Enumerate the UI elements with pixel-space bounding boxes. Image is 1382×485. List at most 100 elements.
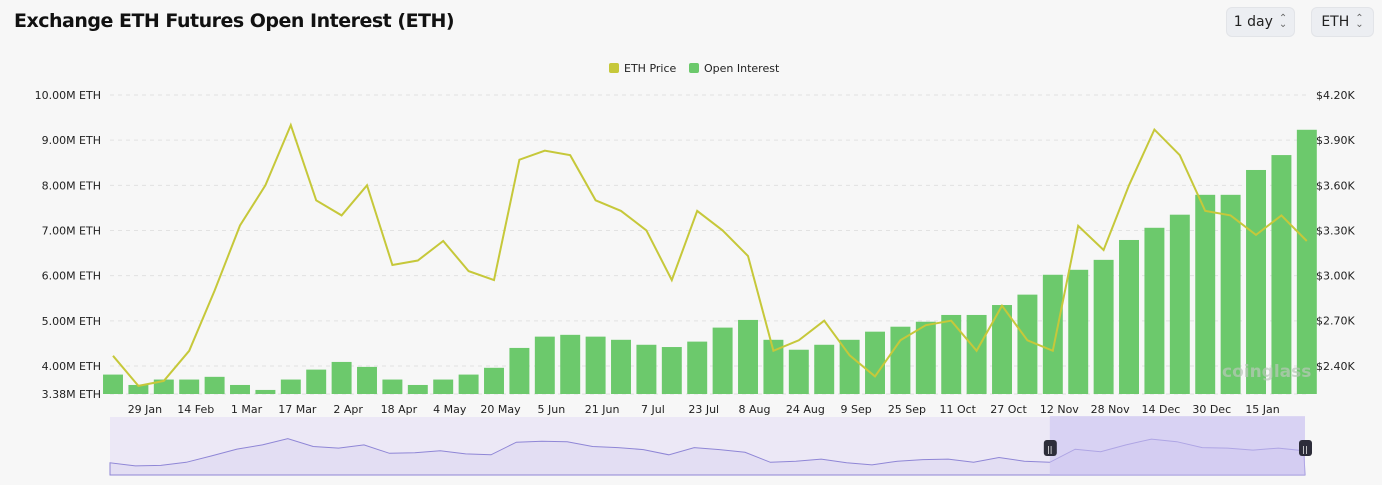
y-left-tick: 8.00M ETH (42, 179, 101, 192)
price-line (112, 122, 1308, 387)
oi-bar (636, 344, 657, 394)
page-title: Exchange ETH Futures Open Interest (ETH) (14, 10, 455, 32)
oi-bar (331, 361, 352, 394)
x-tick: 4 May (433, 403, 467, 416)
oi-bar (534, 336, 555, 394)
oi-bar (1169, 214, 1190, 394)
oi-bar (458, 374, 479, 394)
y-right-tick: $3.00K (1316, 270, 1355, 283)
oi-bar (1093, 259, 1114, 394)
navigator-handle-right[interactable] (1299, 440, 1312, 456)
x-tick: 1 Mar (231, 403, 263, 416)
oi-bar (153, 379, 174, 394)
oi-bar (204, 376, 225, 394)
oi-bar (509, 347, 530, 394)
oi-bar (433, 379, 454, 394)
oi-bar (230, 384, 250, 394)
legend-swatch-price (609, 63, 619, 73)
x-tick: 9 Sep (841, 403, 872, 416)
x-tick: 21 Jun (585, 403, 620, 416)
y-left-tick: 4.00M ETH (42, 360, 101, 373)
legend-price[interactable]: ETH Price (624, 62, 677, 75)
oi-bar (1220, 194, 1241, 394)
coin-select[interactable]: ETH ⌃ ⌄ (1311, 7, 1374, 37)
interval-value: 1 day (1233, 14, 1273, 30)
x-tick: 14 Dec (1142, 403, 1181, 416)
oi-bar (1195, 194, 1216, 394)
oi-bar (1296, 129, 1317, 394)
x-tick: 14 Feb (177, 403, 214, 416)
handle-grip-icon: || (1047, 445, 1052, 454)
oi-bar (255, 389, 276, 394)
y-left-tick: 10.00M ETH (35, 89, 101, 102)
oi-bar (738, 319, 758, 394)
oi-bar (661, 347, 682, 394)
chevron-updown-icon: ⌃ ⌄ (1278, 13, 1288, 30)
y-left-tick: 7.00M ETH (42, 224, 101, 237)
oi-bar (1068, 269, 1089, 394)
x-tick: 8 Aug (739, 403, 771, 416)
legend[interactable]: ETH Price Open Interest (609, 62, 780, 75)
y-left-tick: 6.00M ETH (42, 270, 101, 283)
oi-bar (357, 366, 377, 394)
x-tick: 17 Mar (278, 403, 317, 416)
x-tick: 23 Jul (688, 403, 719, 416)
y-right-tick: $3.90K (1316, 134, 1355, 147)
oi-bar (1246, 169, 1266, 394)
oi-bar (560, 334, 581, 394)
oi-bar (1271, 155, 1292, 394)
y-right-tick: $2.40K (1316, 360, 1355, 373)
watermark: coinglass (1222, 362, 1311, 382)
chevron-updown-icon: ⌃ ⌄ (1355, 13, 1364, 30)
oi-bar (103, 374, 123, 394)
oi-bar (992, 305, 1012, 394)
oi-bar (915, 321, 936, 394)
x-tick: 18 Apr (381, 403, 418, 416)
x-tick: 27 Oct (990, 403, 1027, 416)
oi-bar (128, 384, 149, 394)
y-left-tick: 9.00M ETH (42, 134, 101, 147)
legend-swatch-oi (689, 63, 699, 73)
navigator-selection[interactable] (1049, 416, 1305, 475)
y-right-tick: $2.70K (1316, 315, 1355, 328)
oi-bar (814, 344, 835, 394)
oi-bar (407, 384, 428, 394)
x-tick: 12 Nov (1040, 403, 1079, 416)
x-tick: 28 Nov (1091, 403, 1130, 416)
oi-bar (280, 379, 301, 394)
interval-select[interactable]: 1 day ⌃ ⌄ (1226, 7, 1295, 37)
oi-bar (306, 369, 327, 394)
x-tick: 24 Aug (786, 403, 825, 416)
oi-bar (1144, 227, 1165, 394)
coin-value: ETH (1321, 14, 1350, 30)
oi-bar (966, 314, 987, 394)
y-right-tick: $3.30K (1316, 224, 1355, 237)
oi-bar (179, 379, 200, 394)
legend-oi[interactable]: Open Interest (704, 62, 780, 75)
oi-bar (1017, 294, 1038, 394)
x-tick: 15 Jan (1245, 403, 1279, 416)
oi-bar (890, 326, 911, 394)
oi-bar (1119, 239, 1139, 394)
x-tick: 20 May (480, 403, 521, 416)
x-tick: 11 Oct (939, 403, 976, 416)
x-tick: 29 Jan (128, 403, 162, 416)
oi-bar (484, 367, 504, 394)
oi-bar (382, 379, 403, 394)
oi-bar (611, 339, 631, 394)
y-left-tick: 3.38M ETH (42, 388, 101, 401)
x-tick: 2 Apr (333, 403, 363, 416)
x-tick: 30 Dec (1192, 403, 1231, 416)
oi-bar (941, 314, 962, 394)
x-tick: 7 Jul (641, 403, 665, 416)
oi-bar (585, 336, 606, 394)
navigator-handle-left[interactable] (1043, 440, 1057, 456)
y-left-tick: 5.00M ETH (42, 315, 101, 328)
oi-bar (1042, 274, 1063, 394)
y-right-tick: $4.20K (1316, 89, 1355, 102)
oi-bar (839, 339, 860, 394)
y-right-tick: $3.60K (1316, 179, 1355, 192)
oi-bar (865, 331, 885, 394)
oi-bar (687, 341, 708, 394)
x-tick: 25 Sep (888, 403, 926, 416)
